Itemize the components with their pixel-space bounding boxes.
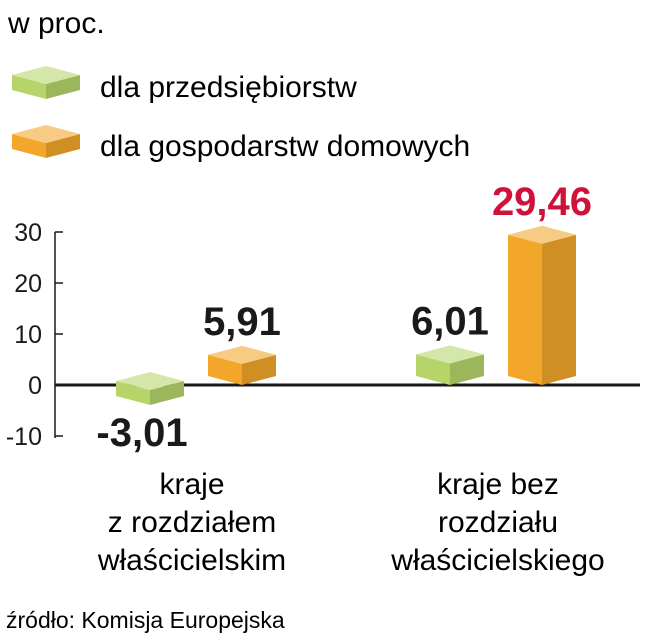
legend-box-companies <box>12 66 80 99</box>
data-label-s1-c1: 29,46 <box>492 180 592 224</box>
category-label-1-line-1: rozdziału <box>438 506 558 539</box>
bar-s0-c0 <box>116 372 184 405</box>
legend-label-companies: dla przedsiębiorstw <box>100 71 357 104</box>
y-tick-label: 20 <box>14 270 42 298</box>
data-label-s0-c1: 6,01 <box>411 299 489 343</box>
legend-swatch-households <box>12 125 80 158</box>
data-labels: -3,01 6,01 5,91 29,46 <box>96 180 592 455</box>
legend: dla przedsiębiorstw dla gospodarstw domo… <box>12 66 470 163</box>
y-tick-label: 0 <box>28 372 42 400</box>
category-labels: kraje z rozdziałem właścicielskim kraje bez… <box>97 468 605 577</box>
y-tick-label: 30 <box>14 219 42 247</box>
bar-s1-c1 <box>508 225 576 385</box>
y-tick-label: -10 <box>6 423 42 451</box>
legend-item-households: dla gospodarstw domowych <box>12 125 470 163</box>
category-label-0-line-0: kraje <box>159 468 224 501</box>
source-note: źródło: Komisja Europejska <box>6 607 285 633</box>
y-tick-label: 10 <box>14 321 42 349</box>
bar-s0-c1 <box>416 345 484 385</box>
legend-item-companies: dla przedsiębiorstw <box>12 66 357 104</box>
category-label-0-line-2: właścicielskim <box>97 544 286 577</box>
category-label-1-line-2: właścicielskiego <box>390 544 604 577</box>
data-label-s0-c0: -3,01 <box>96 411 187 455</box>
legend-swatch-companies <box>12 66 80 99</box>
unit-label: w proc. <box>7 7 105 40</box>
bar-s1-c0 <box>208 345 276 385</box>
category-label-1-line-0: kraje bez <box>437 468 559 501</box>
data-label-s1-c0: 5,91 <box>203 300 281 344</box>
bars <box>116 225 576 405</box>
legend-box-households <box>12 125 80 158</box>
legend-label-households: dla gospodarstw domowych <box>100 130 470 163</box>
y-axis: 30 20 10 0 -10 <box>6 219 640 451</box>
category-label-0-line-1: z rozdziałem <box>108 506 276 539</box>
